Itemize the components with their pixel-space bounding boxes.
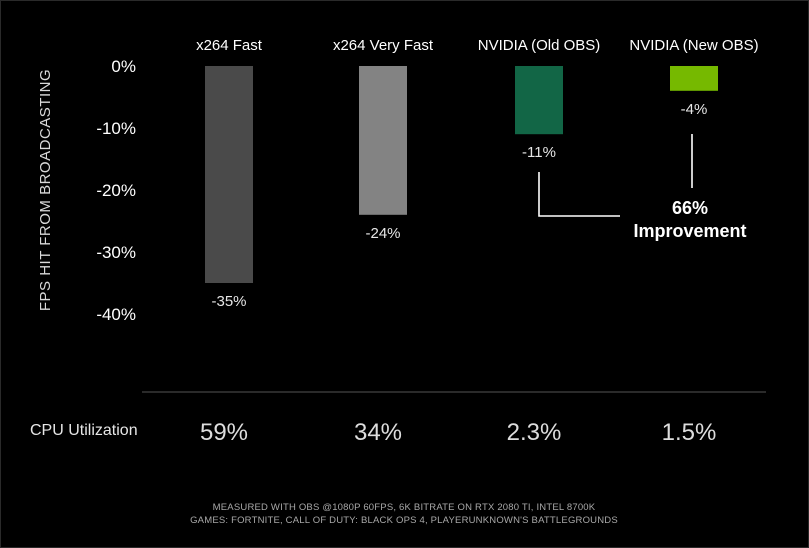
category-label: x264 Fast: [196, 37, 263, 54]
bar-value-label: -11%: [522, 144, 556, 161]
bar-value-label: -4%: [681, 101, 708, 118]
bar: [515, 66, 563, 135]
y-tick-label: 0%: [111, 57, 136, 76]
y-tick-label: -30%: [96, 243, 136, 262]
annotation-percent: 66%: [672, 198, 708, 218]
cpu-utilization-value: 1.5%: [662, 419, 717, 446]
category-labels: x264 Fast x264 Very Fast NVIDIA (Old OBS) N…: [196, 37, 759, 54]
bar-value-label: -24%: [365, 225, 400, 242]
bars: [205, 66, 718, 283]
y-axis-label: FPS HIT FROM BROADCASTING: [37, 69, 54, 311]
cpu-utilization-value: 2.3%: [507, 419, 562, 446]
category-label: NVIDIA (Old OBS): [478, 37, 601, 54]
cpu-utilization-label: CPU Utilization: [30, 422, 138, 439]
footnote-line-2: GAMES: FORTNITE, CALL OF DUTY: BLACK OPS…: [190, 515, 618, 526]
annotation-bracket-old: [538, 172, 620, 217]
cpu-utilization-values: 59% 34% 2.3% 1.5%: [200, 419, 716, 446]
cpu-utilization-value: 59%: [200, 419, 248, 446]
value-labels: -35% -24% -11% -4%: [211, 101, 707, 310]
improvement-annotation: 66% Improvement: [538, 134, 747, 241]
y-tick-label: -40%: [96, 305, 136, 324]
annotation-improvement: Improvement: [633, 221, 746, 241]
bar: [205, 66, 253, 283]
footnote-line-1: MEASURED WITH OBS @1080P 60FPS, 6K BITRA…: [213, 502, 596, 513]
bar-value-label: -35%: [211, 293, 246, 310]
category-label: NVIDIA (New OBS): [629, 37, 758, 54]
bar: [359, 66, 407, 215]
y-axis-ticks: 0% -10% -20% -30% -40%: [96, 57, 136, 324]
bar: [670, 66, 718, 91]
y-tick-label: -20%: [96, 181, 136, 200]
y-tick-label: -10%: [96, 119, 136, 138]
category-label: x264 Very Fast: [333, 37, 434, 54]
cpu-utilization-value: 34%: [354, 419, 402, 446]
